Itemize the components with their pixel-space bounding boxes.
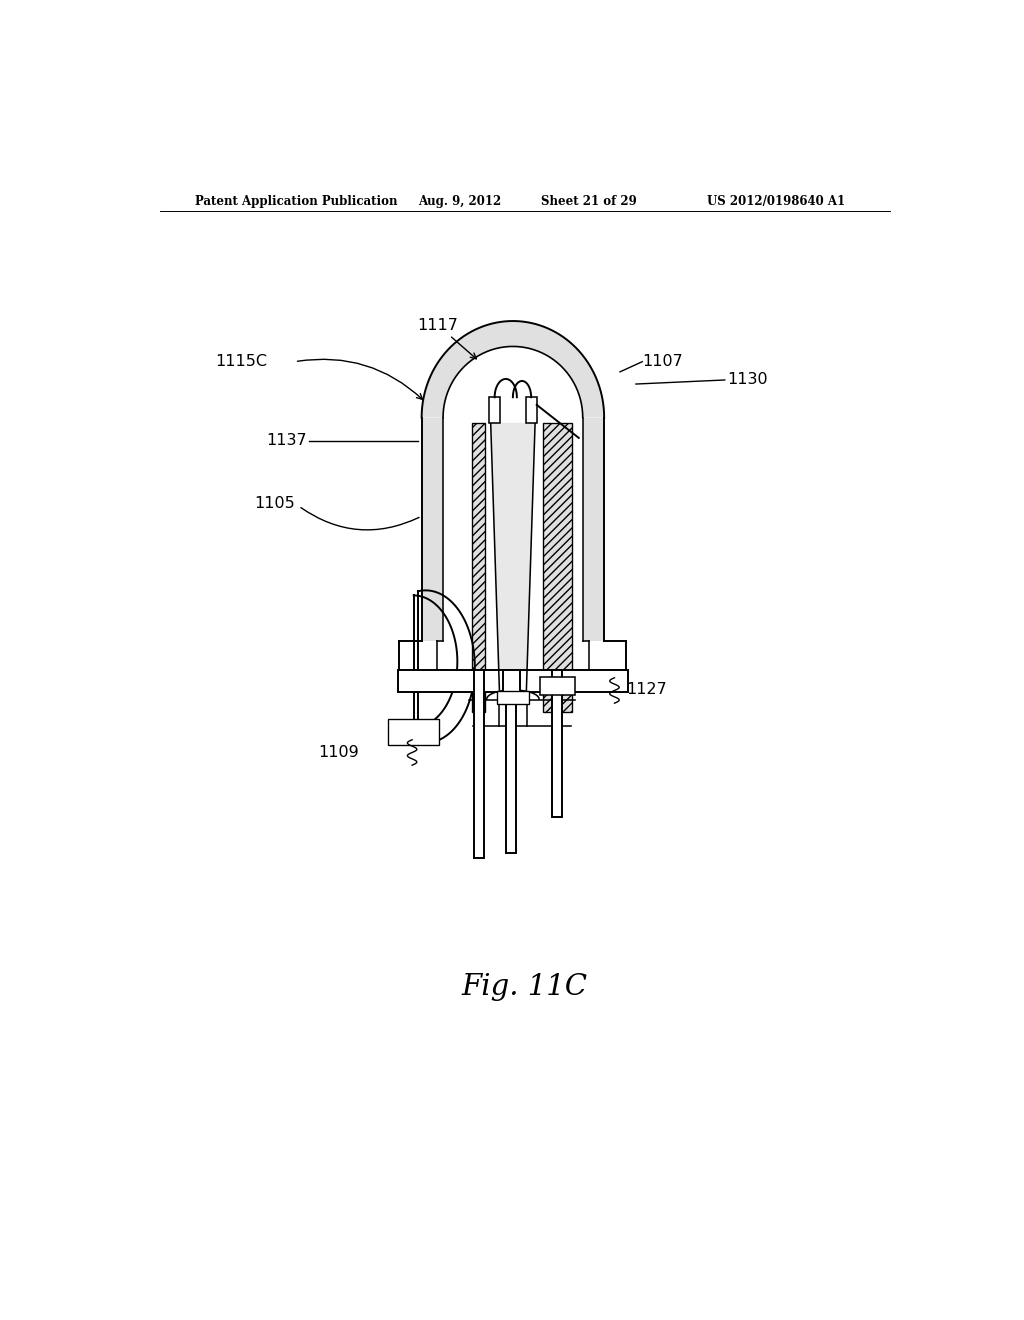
Text: 1109: 1109 xyxy=(318,746,359,760)
Text: US 2012/0198640 A1: US 2012/0198640 A1 xyxy=(708,194,846,207)
Bar xyxy=(503,669,519,696)
Text: Aug. 9, 2012: Aug. 9, 2012 xyxy=(418,194,501,207)
Text: 1107: 1107 xyxy=(642,354,683,370)
Bar xyxy=(387,719,439,744)
Polygon shape xyxy=(583,417,604,642)
Bar xyxy=(397,669,628,692)
Text: 1130: 1130 xyxy=(727,372,768,388)
Polygon shape xyxy=(543,422,572,713)
Bar xyxy=(540,677,574,696)
Text: 1127: 1127 xyxy=(627,682,667,697)
Text: Patent Application Publication: Patent Application Publication xyxy=(196,194,398,207)
Bar xyxy=(489,397,500,422)
Polygon shape xyxy=(422,321,604,417)
Text: 1105: 1105 xyxy=(254,496,295,511)
Text: 1115C: 1115C xyxy=(215,354,267,370)
Text: 1117: 1117 xyxy=(417,318,458,333)
Text: Fig. 11C: Fig. 11C xyxy=(462,973,588,1001)
Bar xyxy=(525,397,537,422)
Polygon shape xyxy=(422,417,443,642)
Polygon shape xyxy=(443,346,583,417)
Polygon shape xyxy=(486,422,539,700)
Text: 1137: 1137 xyxy=(266,433,306,449)
Bar xyxy=(506,696,516,853)
Bar xyxy=(552,669,562,817)
Polygon shape xyxy=(472,422,485,713)
Bar xyxy=(497,690,528,704)
Text: Sheet 21 of 29: Sheet 21 of 29 xyxy=(541,194,637,207)
Bar xyxy=(474,669,484,858)
